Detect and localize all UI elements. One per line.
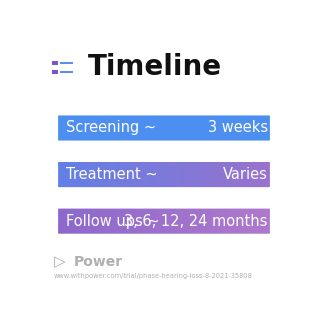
Text: Timeline: Timeline	[88, 53, 222, 81]
FancyBboxPatch shape	[60, 62, 74, 64]
FancyBboxPatch shape	[52, 61, 58, 65]
Text: ▷: ▷	[54, 255, 65, 269]
Text: Power: Power	[74, 255, 123, 269]
Text: www.withpower.com/trial/phase-hearing-loss-8-2021-35808: www.withpower.com/trial/phase-hearing-lo…	[54, 273, 252, 279]
FancyBboxPatch shape	[60, 71, 74, 73]
FancyBboxPatch shape	[52, 70, 58, 74]
